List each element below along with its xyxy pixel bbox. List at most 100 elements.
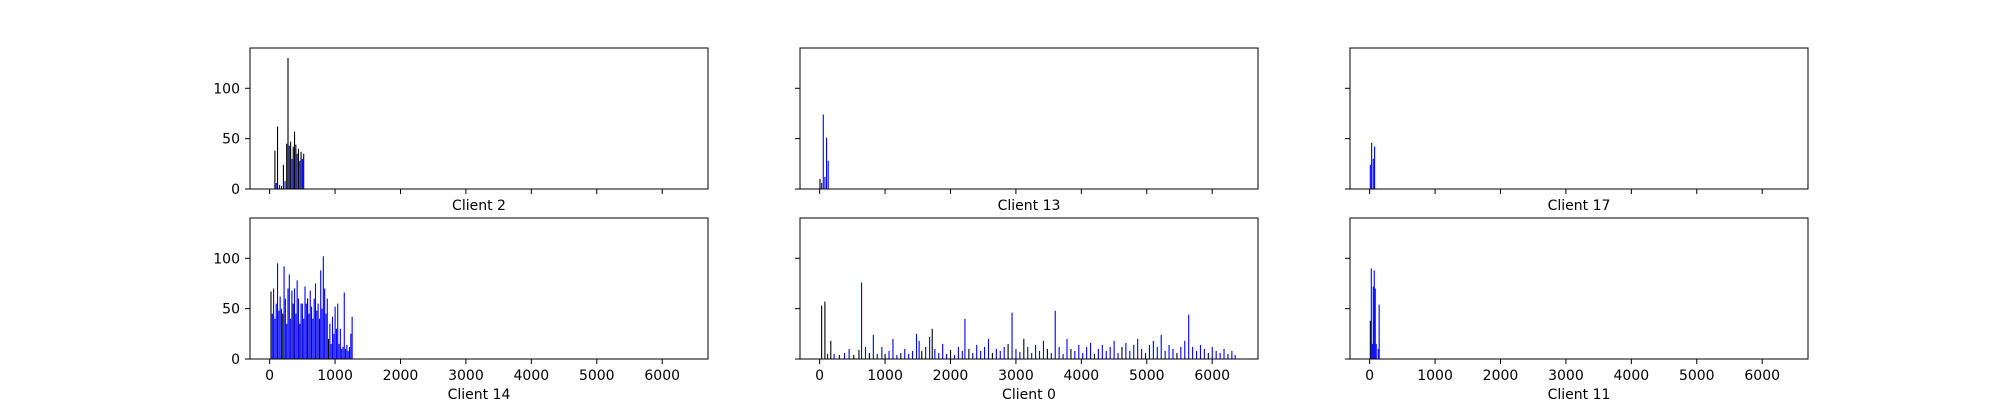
bar <box>314 283 317 359</box>
bar <box>301 303 303 359</box>
bar <box>324 288 326 359</box>
bar <box>320 270 322 359</box>
bar <box>288 145 290 189</box>
bar <box>1372 158 1374 189</box>
bar <box>325 313 327 359</box>
bar <box>1172 348 1174 359</box>
bar <box>976 344 978 359</box>
bar <box>1207 352 1209 359</box>
bar <box>853 354 855 359</box>
bar <box>317 303 319 359</box>
bar <box>861 282 863 359</box>
axes-frame <box>1349 217 1809 360</box>
bar <box>1035 344 1037 359</box>
bar <box>1211 346 1213 359</box>
bar <box>1176 352 1178 359</box>
bar <box>1078 344 1080 359</box>
x-tick-label: 1000 <box>867 368 903 384</box>
bar <box>273 288 275 359</box>
bar <box>271 313 273 359</box>
bar <box>827 160 829 189</box>
bar <box>335 328 337 359</box>
bar <box>296 280 298 359</box>
bar <box>826 137 828 189</box>
bar <box>1141 348 1143 359</box>
bar <box>821 182 823 189</box>
bar <box>1199 344 1202 359</box>
x-tick-label: 4000 <box>514 368 550 384</box>
bar <box>824 301 826 359</box>
bar <box>1007 343 1009 359</box>
x-tick-label: 2000 <box>933 368 969 384</box>
y-tick-label: 100 <box>213 81 240 97</box>
bar <box>331 316 334 359</box>
bar <box>275 182 277 189</box>
bar <box>961 350 963 359</box>
y-tick-label: 100 <box>213 251 240 267</box>
bar <box>868 352 870 359</box>
bar <box>1164 350 1166 359</box>
bar <box>848 348 850 359</box>
bar <box>300 303 302 359</box>
bar <box>1377 348 1379 359</box>
bar <box>876 353 878 359</box>
bar <box>339 328 341 359</box>
bar <box>1160 334 1162 359</box>
bar <box>1152 340 1154 359</box>
bar <box>321 308 323 359</box>
bar <box>312 318 314 359</box>
bar <box>1027 346 1029 359</box>
bar <box>313 298 315 359</box>
bar <box>1373 270 1375 359</box>
bar <box>292 146 294 189</box>
x-tick-label: 1000 <box>1417 368 1453 384</box>
bar <box>953 354 956 359</box>
bar <box>1117 352 1119 359</box>
bar <box>1038 350 1041 359</box>
bar <box>282 164 284 189</box>
bar <box>300 151 302 189</box>
bar <box>280 185 283 189</box>
axes-frame <box>249 47 709 190</box>
bar <box>293 288 296 359</box>
x-tick-label: 2000 <box>1483 368 1519 384</box>
bar <box>938 352 940 359</box>
bar <box>304 286 306 359</box>
x-tick-label: 0 <box>1365 368 1374 384</box>
bar <box>1168 344 1170 359</box>
bar <box>964 318 966 359</box>
bar <box>322 256 324 359</box>
bar <box>343 292 345 359</box>
bar <box>337 303 339 359</box>
x-tick-label: 0 <box>265 368 274 384</box>
subplot-2: Client 13 <box>795 47 1259 214</box>
bar <box>286 143 288 189</box>
bar <box>1203 348 1205 359</box>
bar <box>290 141 292 189</box>
bar <box>1184 340 1186 359</box>
bar <box>1372 286 1374 359</box>
bar <box>957 346 959 359</box>
bar <box>299 160 301 189</box>
y-tick-label: 50 <box>222 132 240 148</box>
bar <box>1144 352 1147 359</box>
bar <box>821 305 823 359</box>
bar <box>946 353 948 359</box>
bar <box>838 354 840 359</box>
bar <box>351 316 353 359</box>
bar <box>972 352 974 359</box>
bar <box>987 338 990 359</box>
bar <box>892 338 894 359</box>
bar <box>283 266 285 359</box>
bar <box>1375 343 1377 359</box>
bar <box>1082 352 1084 359</box>
bar <box>303 153 305 189</box>
subplot-5: 0 1000 2000 3000 4000 5000 6000 Client 0 <box>795 217 1259 400</box>
bar <box>287 288 289 359</box>
bar <box>1066 338 1068 359</box>
x-tick-label: 6000 <box>1744 368 1780 384</box>
bar <box>1042 340 1044 359</box>
subplot-label: Client 11 <box>1548 387 1611 400</box>
bar <box>316 310 318 359</box>
